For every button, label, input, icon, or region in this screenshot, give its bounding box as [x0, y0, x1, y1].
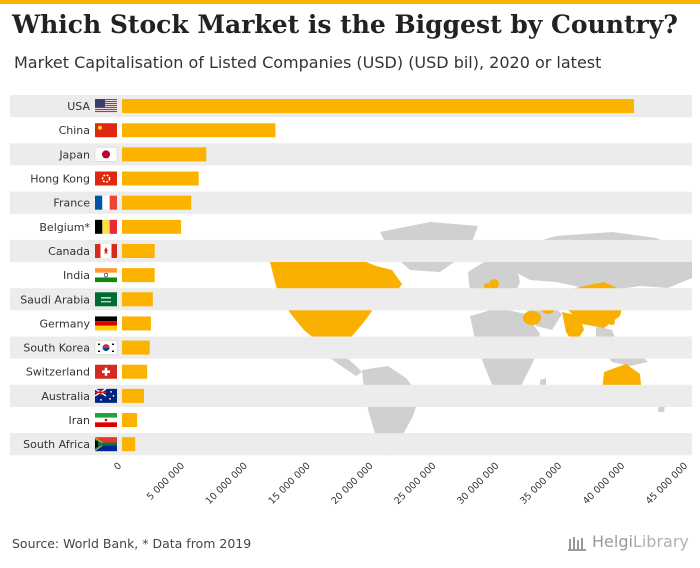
logo-suffix: Library	[632, 532, 689, 551]
x-tick-label: 35 000 000	[518, 461, 564, 507]
bar-australia	[122, 388, 145, 403]
category-label: Saudi Arabia	[20, 293, 90, 306]
row-band	[10, 288, 692, 311]
de-flag-icon	[95, 316, 117, 331]
x-tick-label: 25 000 000	[392, 461, 438, 507]
sa-flag-icon	[95, 292, 117, 307]
bar-hong-kong	[122, 171, 199, 186]
category-label: Japan	[58, 148, 90, 161]
fr-flag-icon	[95, 195, 117, 210]
hk-flag-icon	[95, 171, 117, 186]
category-label: Belgium*	[39, 221, 90, 234]
in-flag-icon	[95, 268, 117, 283]
category-label: Switzerland	[26, 366, 90, 379]
category-label: Australia	[41, 390, 90, 403]
ca-flag-icon	[95, 243, 117, 258]
flags	[94, 99, 118, 452]
category-label: Canada	[48, 245, 90, 258]
x-axis-ticks: 0 5 000 000 10 000 000 15 000 000 20 000 000…	[112, 461, 690, 507]
bar-south-africa	[122, 437, 136, 452]
map-belgium	[484, 283, 490, 289]
cn-flag-icon	[95, 123, 117, 138]
page-title: Which Stock Market is the Biggest by Cou…	[12, 10, 678, 39]
bar-japan	[122, 147, 207, 162]
ch-flag-icon	[95, 364, 117, 379]
x-tick-label: 10 000 000	[204, 461, 250, 507]
bars	[122, 99, 634, 452]
ir-flag-icon	[95, 413, 117, 428]
category-label: South Africa	[23, 438, 90, 451]
bar-germany	[122, 316, 151, 331]
bar-belgium	[122, 219, 182, 234]
category-label: USA	[67, 100, 90, 113]
za-flag-icon	[94, 437, 117, 452]
category-label: Iran	[69, 414, 91, 427]
row-band	[10, 384, 692, 407]
x-tick-label: 5 000 000	[145, 461, 187, 503]
bar-switzerland	[122, 364, 148, 379]
jp-flag-icon	[94, 147, 118, 162]
map-india	[562, 312, 584, 344]
row-band	[10, 336, 692, 359]
au-flag-icon	[94, 388, 117, 403]
bar-china	[122, 123, 276, 138]
x-tick-label: 30 000 000	[455, 461, 501, 507]
map-saudi-arabia	[523, 311, 541, 325]
top-accent-bar	[0, 0, 700, 4]
category-label: Hong Kong	[30, 173, 90, 186]
bar-saudi-arabia	[122, 292, 153, 307]
kr-flag-icon	[94, 340, 118, 355]
x-tick-label: 0	[112, 461, 124, 473]
us-flag-icon	[95, 99, 117, 113]
category-labels: USA China Japan Hong Kong France Belgium* Cana…	[20, 100, 90, 451]
category-label: South Korea	[23, 342, 90, 355]
category-label: China	[59, 124, 90, 137]
be-flag-icon	[95, 219, 117, 234]
bar-france	[122, 195, 192, 210]
x-tick-label: 45 000 000	[644, 461, 690, 507]
x-tick-label: 20 000 000	[329, 461, 375, 507]
map-germany	[489, 279, 499, 289]
page-subtitle: Market Capitalisation of Listed Companie…	[14, 53, 602, 72]
bar-iran	[122, 413, 138, 428]
bar-canada	[122, 243, 155, 258]
row-band	[10, 239, 692, 263]
category-label: Germany	[39, 317, 90, 330]
helgi-library-logo[interactable]: HelgiLibrary	[568, 532, 689, 551]
logo-brand: Helgi	[592, 532, 633, 551]
x-tick-label: 15 000 000	[267, 461, 313, 507]
bar-usa	[122, 99, 634, 114]
bar-india	[122, 268, 155, 283]
row-band	[10, 433, 692, 456]
category-label: France	[53, 197, 90, 210]
source-note: Source: World Bank, * Data from 2019	[12, 536, 252, 551]
library-logo-icon	[568, 536, 586, 551]
bar-south-korea	[122, 340, 150, 355]
map-hong-kong	[609, 319, 615, 325]
category-label: India	[63, 269, 90, 282]
x-tick-label: 40 000 000	[581, 461, 627, 507]
